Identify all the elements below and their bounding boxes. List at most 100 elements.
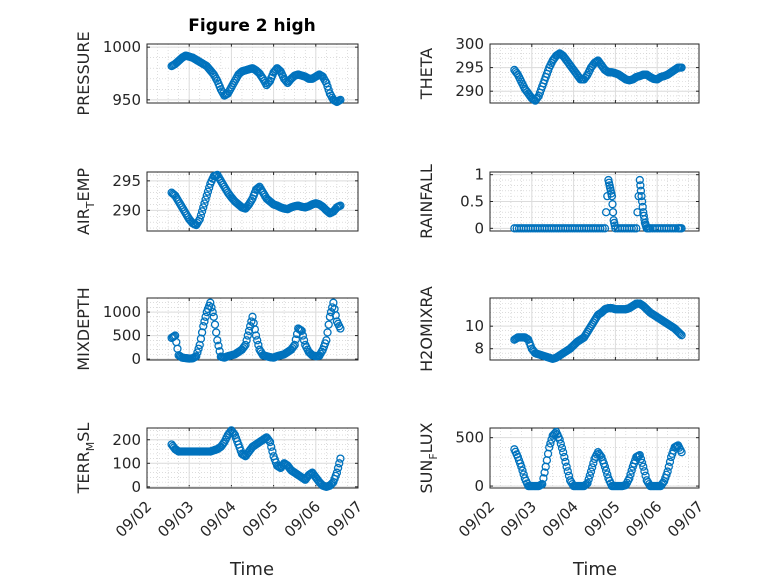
data-point: [677, 63, 686, 72]
data-point: [212, 328, 221, 337]
data-point: [596, 224, 605, 233]
axes-border-mixdepth: [146, 297, 359, 361]
y-tick-label: 290: [112, 201, 141, 219]
data-point: [677, 224, 686, 233]
data-point: [193, 348, 202, 357]
data-point: [658, 478, 668, 487]
y-tick-label: 8: [474, 340, 484, 358]
subplot-mixdepth: 0 500 1000 MIXDEPTH: [74, 287, 359, 371]
x-tick-label: 09/04: [539, 498, 582, 541]
data-point: [214, 341, 223, 350]
data-point: [632, 224, 641, 233]
data-point: [584, 475, 593, 484]
data-point: [197, 207, 207, 216]
data-point: [627, 224, 636, 233]
data-point: [323, 328, 332, 337]
data-point: [540, 468, 549, 477]
axes-border-sun_flux: [489, 427, 700, 489]
data-point: [207, 303, 216, 312]
data-point: [677, 331, 686, 340]
data-point: [677, 448, 686, 457]
y-tick-label: 295: [112, 172, 141, 190]
data-point: [635, 175, 644, 185]
data-point: [206, 298, 215, 307]
subplot-h2omixra: 8 10 H2OMIXRA: [417, 286, 700, 372]
data-point: [328, 479, 337, 488]
data-point: [557, 443, 567, 453]
data-point: [600, 462, 610, 471]
x-tick-label: 09/05: [239, 498, 282, 541]
data-point: [639, 462, 648, 471]
subplot-air_temp: 290 295 AIRTEMP: [74, 168, 359, 235]
y-axis-label-theta: THETA: [417, 48, 436, 100]
data-point: [289, 342, 298, 351]
figure-title: Figure 2 high: [188, 16, 316, 36]
x-tick-label: 09/05: [580, 498, 623, 541]
data-point: [199, 322, 208, 331]
data-point: [607, 191, 617, 201]
data-point: [267, 442, 276, 451]
data-point: [335, 459, 344, 468]
y-tick-label: 950: [112, 91, 141, 109]
data-point: [336, 324, 345, 333]
y-axis-label-pressure: PRESSURE: [74, 31, 93, 115]
axes-border-h2omixra: [489, 297, 700, 361]
x-axis-label-right: Time: [572, 559, 617, 580]
data-point: [299, 336, 309, 345]
data-point: [199, 203, 208, 212]
data-point: [517, 462, 526, 471]
axes-border-theta: [489, 43, 700, 104]
x-tick-label: 09/06: [622, 498, 665, 541]
y-tick-label: 295: [455, 59, 484, 77]
data-point: [640, 467, 649, 476]
data-point: [201, 195, 210, 204]
data-point: [209, 312, 218, 321]
data-point: [202, 191, 211, 200]
data-point: [636, 181, 645, 190]
data-point: [637, 191, 646, 201]
data-point: [251, 331, 261, 340]
data-point: [638, 202, 647, 212]
y-axis-label-h2omixra: H2OMIXRA: [417, 286, 436, 372]
y-tick-label: 1000: [103, 38, 141, 56]
y-tick-label: 290: [455, 82, 484, 100]
data-point: [675, 328, 684, 338]
data-point: [585, 471, 595, 480]
x-tick-label: 09/02: [455, 498, 498, 541]
data-point: [560, 452, 569, 462]
data-point: [556, 439, 565, 448]
data-point: [563, 467, 572, 476]
data-point: [200, 317, 209, 326]
data-point: [533, 93, 542, 102]
data-point: [633, 208, 642, 217]
data-point: [546, 439, 555, 448]
data-point: [200, 199, 209, 208]
data-point: [663, 467, 672, 476]
data-point: [210, 320, 220, 329]
y-tick-label: 0: [131, 350, 141, 368]
y-tick-label: 0: [474, 219, 484, 237]
data-point: [538, 479, 547, 489]
data-point: [671, 224, 680, 233]
x-tick-label: 09/04: [196, 498, 239, 541]
y-tick-label: 1: [474, 166, 484, 184]
data-point: [629, 224, 639, 233]
data-point: [268, 447, 277, 456]
y-tick-label: 200: [112, 431, 141, 449]
y-tick-label: 500: [112, 327, 141, 345]
data-point: [600, 224, 610, 233]
y-axis-label-air_temp: AIRTEMP: [74, 168, 97, 235]
axes-border-pressure: [146, 43, 359, 104]
y-axis-label-rainfall: RAINFALL: [417, 164, 436, 239]
data-point: [598, 224, 607, 233]
y-tick-label: 500: [455, 429, 484, 447]
subplot-pressure: 950 1000 PRESSURE: [74, 31, 359, 116]
data-point: [336, 454, 345, 463]
data-point: [322, 336, 331, 345]
x-tick-label: 09/02: [112, 498, 155, 541]
data-point: [549, 430, 559, 439]
data-point: [562, 462, 571, 471]
data-point: [265, 437, 275, 447]
data-point: [635, 450, 644, 460]
data-point: [241, 340, 250, 350]
